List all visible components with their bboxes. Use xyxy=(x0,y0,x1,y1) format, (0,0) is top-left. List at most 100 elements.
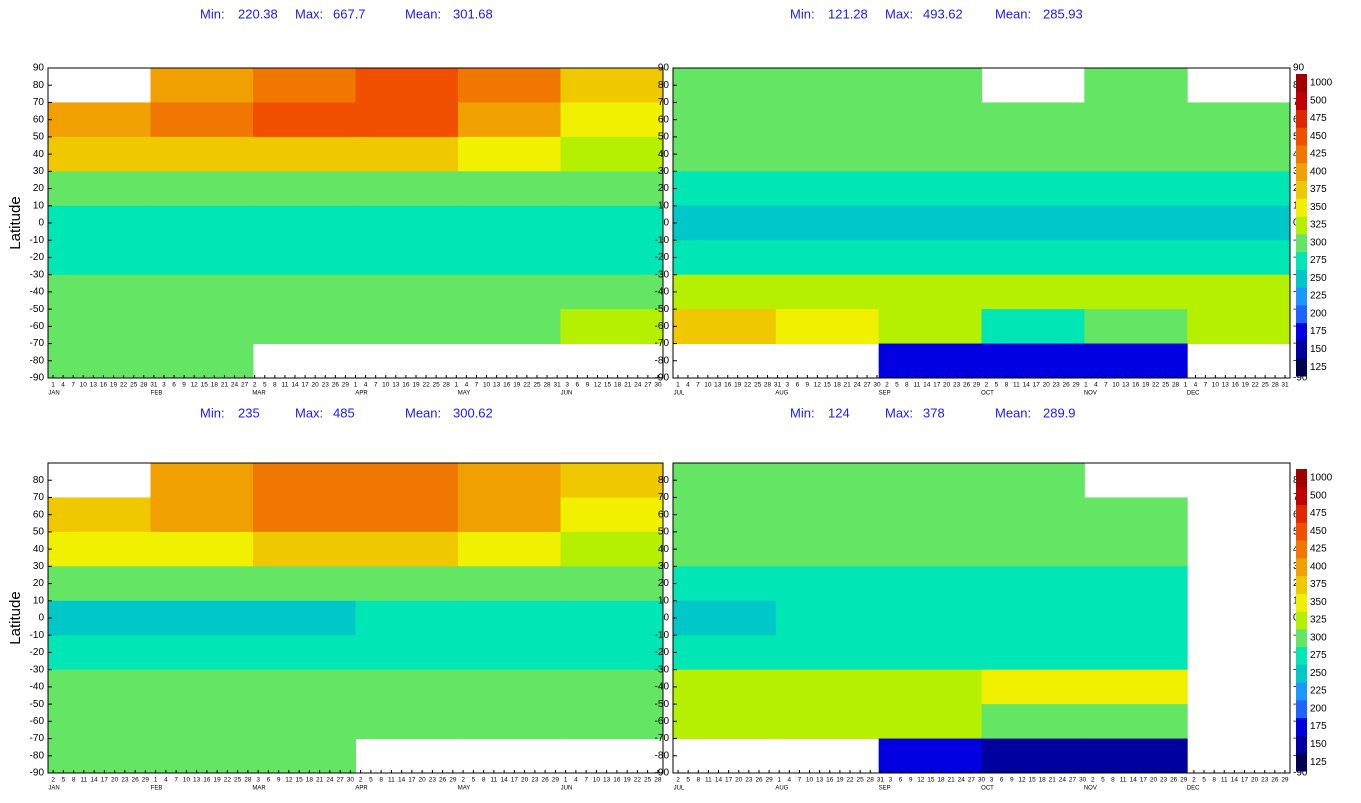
colorbar-label: 500 xyxy=(1310,95,1327,106)
heat-cell xyxy=(458,274,561,310)
x-tick-label: 29 xyxy=(1072,382,1080,389)
x-tick-label: 27 xyxy=(644,382,652,389)
y-tick-label: 40 xyxy=(33,149,45,160)
y-tick-label: 70 xyxy=(658,492,670,503)
heat-cell xyxy=(878,205,982,241)
x-tick-label: 7 xyxy=(584,777,588,784)
heat-cell xyxy=(1187,205,1291,241)
x-tick-label: 26 xyxy=(755,777,763,784)
heat-cell xyxy=(560,531,664,567)
x-tick-label: 22 xyxy=(523,382,531,389)
stat-label: Min: xyxy=(200,6,225,21)
x-tick-label: 12 xyxy=(917,777,925,784)
heat-cell xyxy=(150,136,254,172)
x-tick-label: 14 xyxy=(1130,777,1138,784)
x-tick-label: 2 xyxy=(985,382,989,389)
y-tick-label: -90 xyxy=(655,768,670,779)
colorbar-swatch xyxy=(1296,699,1307,719)
x-tick-label: 20 xyxy=(419,777,427,784)
x-tick-label: 21 xyxy=(844,382,852,389)
colorbar-swatch xyxy=(1296,340,1307,359)
x-tick-label: 18 xyxy=(211,382,219,389)
y-tick-label: 40 xyxy=(658,544,670,555)
x-tick-label: 29 xyxy=(1281,777,1289,784)
x-tick-label: 30 xyxy=(978,777,986,784)
heat-cell xyxy=(1084,669,1188,705)
heat-cell xyxy=(458,240,561,276)
x-tick-label: 4 xyxy=(788,777,792,784)
x-tick-label: 31 xyxy=(1281,382,1289,389)
x-tick-label: 3 xyxy=(162,382,166,389)
heat-cell xyxy=(355,240,459,276)
heat-cell xyxy=(48,274,151,310)
heat-cell xyxy=(458,531,561,567)
stat-label: Mean: xyxy=(995,6,1031,21)
x-tick-label: 27 xyxy=(863,382,871,389)
x-tick-label: 13 xyxy=(1122,382,1130,389)
colorbar-swatch xyxy=(1296,593,1307,612)
x-tick-label: 11 xyxy=(388,777,395,784)
y-tick-label: 90 xyxy=(658,63,670,74)
colorbar-swatch xyxy=(1296,269,1307,288)
x-tick-label: 25 xyxy=(533,382,541,389)
stat-label: Mean: xyxy=(995,405,1031,420)
month-label: JUL xyxy=(674,786,685,792)
x-tick-label: 15 xyxy=(927,777,935,784)
x-tick-label: 11 xyxy=(1013,382,1020,389)
month-label: OCT xyxy=(981,786,994,792)
y-tick-label: -30 xyxy=(30,664,45,675)
x-tick-label: 5 xyxy=(1101,777,1105,784)
colorbar-swatch xyxy=(1296,251,1307,270)
x-tick-label: 5 xyxy=(263,382,267,389)
x-tick-label: 10 xyxy=(80,382,88,389)
colorbar-label: 500 xyxy=(1310,490,1327,501)
heat-cell xyxy=(150,171,254,207)
heat-cell xyxy=(355,102,459,138)
heat-cell xyxy=(981,669,1085,705)
y-tick-label: 70 xyxy=(658,97,670,108)
x-tick-label: 16 xyxy=(613,777,621,784)
x-tick-label: 6 xyxy=(267,777,271,784)
heat-cell xyxy=(1187,274,1291,310)
y-tick-label: -60 xyxy=(30,716,45,727)
x-tick-label: 26 xyxy=(542,777,550,784)
heat-cell xyxy=(1084,531,1188,567)
month-label: MAR xyxy=(252,786,266,792)
x-tick-label: 1 xyxy=(1084,382,1088,389)
heat-cell xyxy=(253,497,356,533)
stat-value: 300.62 xyxy=(453,405,493,420)
heat-cell xyxy=(253,136,356,172)
heat-cell xyxy=(560,68,664,103)
x-tick-label: 15 xyxy=(1028,777,1036,784)
x-tick-label: 31 xyxy=(774,382,782,389)
x-tick-label: 8 xyxy=(482,777,486,784)
x-tick-label: 18 xyxy=(1039,777,1047,784)
month-label: AUG xyxy=(775,786,788,792)
y-tick-label: -10 xyxy=(655,630,670,641)
heat-cell xyxy=(775,566,880,602)
heat-cell xyxy=(1084,102,1188,138)
y-tick-label: -20 xyxy=(30,647,45,658)
y-tick-label: 0 xyxy=(38,218,44,229)
heat-cell xyxy=(981,635,1085,671)
heat-cell xyxy=(878,102,982,138)
heat-cell xyxy=(673,497,777,533)
stat-label: Max: xyxy=(295,6,323,21)
heat-cell xyxy=(673,463,777,498)
heat-cell xyxy=(878,669,982,705)
x-tick-label: 23 xyxy=(745,777,753,784)
heat-cell xyxy=(458,463,561,498)
x-tick-label: 12 xyxy=(285,777,293,784)
x-tick-label: 3 xyxy=(786,382,790,389)
heat-cell xyxy=(150,635,254,671)
x-tick-label: 25 xyxy=(433,382,441,389)
colorbar-swatch xyxy=(1296,287,1307,306)
x-tick-label: 29 xyxy=(342,382,350,389)
x-tick-label: 2 xyxy=(1192,777,1196,784)
heat-cell xyxy=(1084,343,1188,379)
month-label: FEB xyxy=(151,391,163,397)
y-tick-label: -50 xyxy=(655,304,670,315)
heat-cell xyxy=(775,704,880,740)
x-tick-label: 22 xyxy=(224,777,232,784)
